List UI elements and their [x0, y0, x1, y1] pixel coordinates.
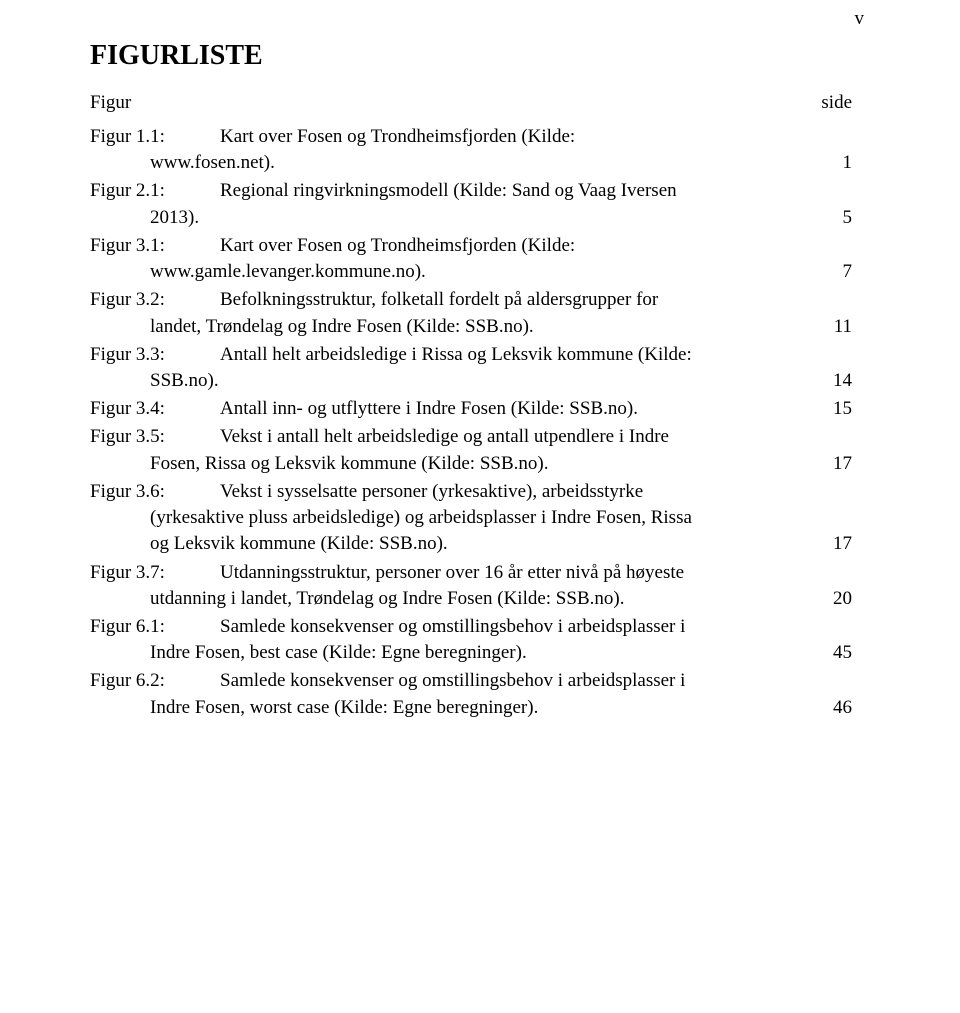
figure-entry: Figur 3.7:Utdanningsstruktur, personer o…: [90, 560, 870, 612]
entry-first-line: Figur 2.1:Regional ringvirkningsmodell (…: [90, 178, 870, 204]
figure-label: Figur 3.2:: [90, 287, 220, 313]
entry-continuation-line: Indre Fosen, best case (Kilde: Egne bere…: [90, 640, 870, 666]
figure-description: Antall inn- og utflyttere i Indre Fosen …: [220, 396, 870, 422]
figure-description: Kart over Fosen og Trondheimsfjorden (Ki…: [220, 233, 870, 259]
figure-label: Figur 3.4:: [90, 396, 220, 422]
figure-description: Kart over Fosen og Trondheimsfjorden (Ki…: [220, 124, 870, 150]
figure-label: Figur 3.1:: [90, 233, 220, 259]
figure-description-text: Regional ringvirkningsmodell (Kilde: San…: [220, 178, 852, 204]
entry-first-line: Figur 3.7:Utdanningsstruktur, personer o…: [90, 560, 870, 586]
figure-entry: Figur 3.4:Antall inn- og utflyttere i In…: [90, 396, 870, 422]
figure-entry: Figur 3.6:Vekst i sysselsatte personer (…: [90, 479, 870, 558]
entry-continuation-line: og Leksvik kommune (Kilde: SSB.no).17: [90, 531, 870, 557]
figure-label: Figur 3.6:: [90, 479, 220, 505]
figure-description-text: Antall helt arbeidsledige i Rissa og Lek…: [220, 342, 852, 368]
figure-page-number: 5: [823, 205, 853, 231]
figure-description-text: Indre Fosen, worst case (Kilde: Egne ber…: [150, 695, 813, 721]
figure-description-text: www.fosen.net).: [150, 150, 823, 176]
figure-entry: Figur 6.2:Samlede konsekvenser og omstil…: [90, 668, 870, 720]
figure-page-number: 20: [813, 586, 852, 612]
figure-label: Figur 6.2:: [90, 668, 220, 694]
entry-continuation-line: www.fosen.net).1: [90, 150, 870, 176]
figure-page-number: 1: [823, 150, 853, 176]
figure-description-text: Vekst i sysselsatte personer (yrkesaktiv…: [220, 479, 852, 505]
document-page: v FIGURLISTE Figur side Figur 1.1:Kart o…: [0, 0, 960, 763]
figure-description-text: Samlede konsekvenser og omstillingsbehov…: [220, 614, 852, 640]
entry-continuation-line: Indre Fosen, worst case (Kilde: Egne ber…: [90, 695, 870, 721]
figure-description: Antall helt arbeidsledige i Rissa og Lek…: [220, 342, 870, 368]
figure-description-text: (yrkesaktive pluss arbeidsledige) og arb…: [150, 505, 852, 531]
page-number-roman: v: [855, 8, 865, 30]
entry-first-line: Figur 3.4:Antall inn- og utflyttere i In…: [90, 396, 870, 422]
entry-first-line: Figur 3.3:Antall helt arbeidsledige i Ri…: [90, 342, 870, 368]
figure-page-number: 11: [814, 314, 852, 340]
figure-description-text: utdanning i landet, Trøndelag og Indre F…: [150, 586, 813, 612]
figure-entry: Figur 3.3:Antall helt arbeidsledige i Ri…: [90, 342, 870, 394]
figure-description-text: Utdanningsstruktur, personer over 16 år …: [220, 560, 852, 586]
entry-first-line: Figur 6.2:Samlede konsekvenser og omstil…: [90, 668, 870, 694]
figure-page-number: 14: [813, 368, 852, 394]
figure-description-text: Indre Fosen, best case (Kilde: Egne bere…: [150, 640, 813, 666]
figure-label: Figur 3.5:: [90, 424, 220, 450]
figure-description: Vekst i antall helt arbeidsledige og ant…: [220, 424, 870, 450]
entry-continuation-line: (yrkesaktive pluss arbeidsledige) og arb…: [90, 505, 870, 531]
entry-continuation-line: Fosen, Rissa og Leksvik kommune (Kilde: …: [90, 451, 870, 477]
column-header-figur: Figur: [90, 92, 220, 114]
entry-first-line: Figur 3.5:Vekst i antall helt arbeidsled…: [90, 424, 870, 450]
figure-description-text: Fosen, Rissa og Leksvik kommune (Kilde: …: [150, 451, 813, 477]
figure-page-number: 17: [813, 451, 852, 477]
entry-continuation-line: 2013).5: [90, 205, 870, 231]
figure-description-text: Antall inn- og utflyttere i Indre Fosen …: [220, 396, 813, 422]
figure-label: Figur 3.7:: [90, 560, 220, 586]
figure-list: Figur 1.1:Kart over Fosen og Trondheimsf…: [90, 124, 870, 721]
figure-page-number: 45: [813, 640, 852, 666]
list-header: Figur side: [90, 92, 870, 114]
figure-entry: Figur 1.1:Kart over Fosen og Trondheimsf…: [90, 124, 870, 176]
figure-description: Samlede konsekvenser og omstillingsbehov…: [220, 614, 870, 640]
entry-first-line: Figur 6.1:Samlede konsekvenser og omstil…: [90, 614, 870, 640]
figure-description-text: landet, Trøndelag og Indre Fosen (Kilde:…: [150, 314, 814, 340]
entry-continuation-line: landet, Trøndelag og Indre Fosen (Kilde:…: [90, 314, 870, 340]
figure-label: Figur 1.1:: [90, 124, 220, 150]
figure-description-text: SSB.no).: [150, 368, 813, 394]
page-title: FIGURLISTE: [90, 40, 870, 72]
figure-description: Utdanningsstruktur, personer over 16 år …: [220, 560, 870, 586]
figure-page-number: 17: [813, 531, 852, 557]
figure-page-number: 15: [813, 396, 852, 422]
entry-continuation-line: www.gamle.levanger.kommune.no).7: [90, 259, 870, 285]
entry-first-line: Figur 3.6:Vekst i sysselsatte personer (…: [90, 479, 870, 505]
entry-continuation-line: SSB.no).14: [90, 368, 870, 394]
figure-description-text: Samlede konsekvenser og omstillingsbehov…: [220, 668, 852, 694]
column-header-side: side: [220, 92, 870, 114]
figure-description: Samlede konsekvenser og omstillingsbehov…: [220, 668, 870, 694]
figure-description-text: www.gamle.levanger.kommune.no).: [150, 259, 823, 285]
entry-first-line: Figur 1.1:Kart over Fosen og Trondheimsf…: [90, 124, 870, 150]
figure-description: Regional ringvirkningsmodell (Kilde: San…: [220, 178, 870, 204]
figure-page-number: 7: [823, 259, 853, 285]
figure-description-text: og Leksvik kommune (Kilde: SSB.no).: [150, 531, 813, 557]
figure-entry: Figur 2.1:Regional ringvirkningsmodell (…: [90, 178, 870, 230]
figure-description-text: Kart over Fosen og Trondheimsfjorden (Ki…: [220, 124, 852, 150]
figure-entry: Figur 3.5:Vekst i antall helt arbeidsled…: [90, 424, 870, 476]
figure-entry: Figur 3.1:Kart over Fosen og Trondheimsf…: [90, 233, 870, 285]
entry-first-line: Figur 3.2:Befolkningsstruktur, folketall…: [90, 287, 870, 313]
figure-description: Vekst i sysselsatte personer (yrkesaktiv…: [220, 479, 870, 505]
figure-entry: Figur 6.1:Samlede konsekvenser og omstil…: [90, 614, 870, 666]
figure-page-number: 46: [813, 695, 852, 721]
figure-description-text: Vekst i antall helt arbeidsledige og ant…: [220, 424, 852, 450]
figure-description-text: Befolkningsstruktur, folketall fordelt p…: [220, 287, 852, 313]
figure-description-text: Kart over Fosen og Trondheimsfjorden (Ki…: [220, 233, 852, 259]
entry-continuation-line: utdanning i landet, Trøndelag og Indre F…: [90, 586, 870, 612]
entry-first-line: Figur 3.1:Kart over Fosen og Trondheimsf…: [90, 233, 870, 259]
figure-entry: Figur 3.2:Befolkningsstruktur, folketall…: [90, 287, 870, 339]
figure-label: Figur 6.1:: [90, 614, 220, 640]
figure-label: Figur 3.3:: [90, 342, 220, 368]
figure-description: Befolkningsstruktur, folketall fordelt p…: [220, 287, 870, 313]
figure-description-text: 2013).: [150, 205, 823, 231]
figure-label: Figur 2.1:: [90, 178, 220, 204]
